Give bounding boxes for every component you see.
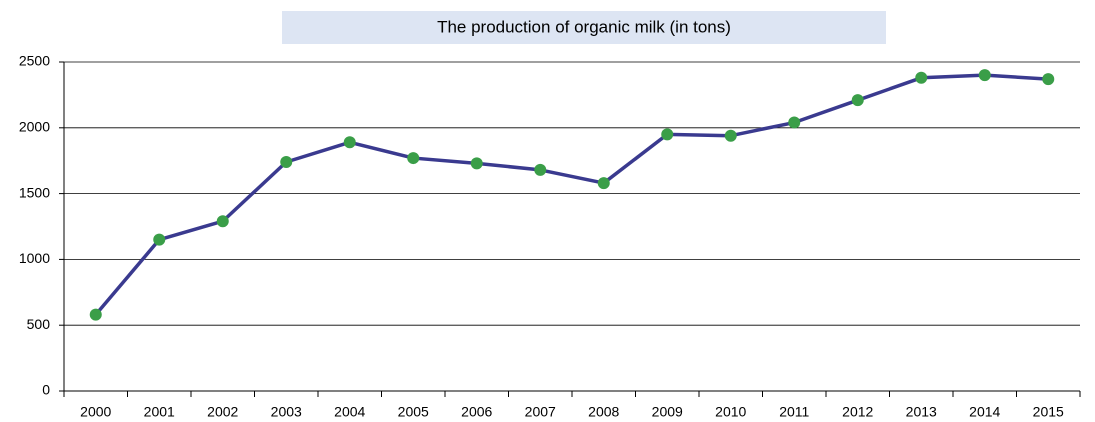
y-tick-label: 500 (27, 316, 51, 332)
data-point (661, 128, 674, 141)
data-point (153, 233, 166, 246)
data-point (1042, 73, 1055, 86)
y-tick-label: 2000 (19, 119, 50, 135)
y-tick-label: 0 (42, 382, 50, 398)
series-line (94, 73, 1049, 316)
x-tick-label: 2003 (271, 404, 302, 420)
chart-title: The production of organic milk (in tons) (437, 17, 731, 36)
data-point (597, 177, 610, 190)
data-point (89, 308, 102, 321)
title-box (282, 11, 886, 44)
data-point (978, 69, 991, 82)
x-tick-label: 2011 (779, 404, 809, 420)
x-tick-label: 2005 (398, 404, 429, 420)
data-point (788, 116, 801, 129)
x-tick-label: 2010 (715, 404, 746, 420)
x-tick-label: 2004 (334, 404, 365, 420)
data-point (280, 156, 293, 169)
data-point (915, 71, 928, 84)
data-point (470, 157, 483, 170)
x-tick-label: 2015 (1033, 404, 1064, 420)
x-tick-label: 2000 (80, 404, 111, 420)
data-point (343, 136, 356, 149)
x-tick-label: 2012 (842, 404, 873, 420)
x-tick-label: 2009 (652, 404, 683, 420)
y-tick-label: 2500 (19, 53, 50, 69)
x-tick-label: 2006 (461, 404, 492, 420)
y-tick-label: 1000 (19, 250, 50, 266)
x-tick-label: 2008 (588, 404, 619, 420)
x-tick-label: 2007 (525, 404, 556, 420)
x-tick-label: 2013 (906, 404, 937, 420)
data-point (216, 215, 229, 228)
data-point (534, 163, 547, 176)
data-point (407, 152, 420, 165)
x-tick-label: 2014 (969, 404, 1000, 420)
y-tick-label: 1500 (19, 184, 50, 200)
data-point (851, 94, 864, 107)
data-point (724, 129, 737, 142)
x-tick-label: 2002 (207, 404, 238, 420)
x-tick-label: 2001 (144, 404, 175, 420)
